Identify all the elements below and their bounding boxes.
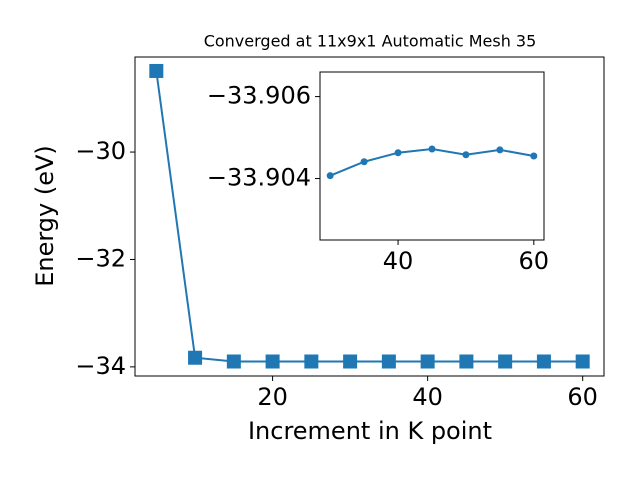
x-tick-label: 20 [257, 383, 288, 411]
x-tick-label: 40 [383, 247, 414, 275]
y-axis-label: Energy (eV) [31, 145, 59, 287]
marker [394, 149, 402, 157]
marker [428, 145, 436, 153]
marker [265, 354, 280, 369]
y-tick-label: −32 [75, 244, 126, 272]
marker [149, 63, 164, 78]
y-tick-label: −30 [75, 137, 126, 165]
marker [498, 354, 513, 369]
marker [536, 354, 551, 369]
marker [575, 354, 590, 369]
x-tick-label: 40 [412, 383, 443, 411]
x-tick-label: 60 [567, 383, 598, 411]
marker [381, 354, 396, 369]
marker [462, 151, 470, 159]
marker [326, 172, 334, 180]
marker [459, 354, 474, 369]
y-tick-label: −33.906 [207, 82, 311, 110]
marker [420, 354, 435, 369]
marker [188, 350, 203, 365]
marker [226, 354, 241, 369]
marker [530, 152, 538, 160]
marker [496, 146, 504, 154]
x-axis-label: Increment in K point [248, 417, 492, 445]
x-tick-label: 60 [519, 247, 550, 275]
marker [360, 158, 368, 166]
plot-frame [319, 71, 545, 241]
chart-title: Converged at 11x9x1 Automatic Mesh 35 [204, 32, 537, 51]
marker [343, 354, 358, 369]
y-tick-label: −33.904 [207, 164, 311, 192]
y-tick-label: −34 [75, 352, 126, 380]
marker [304, 354, 319, 369]
